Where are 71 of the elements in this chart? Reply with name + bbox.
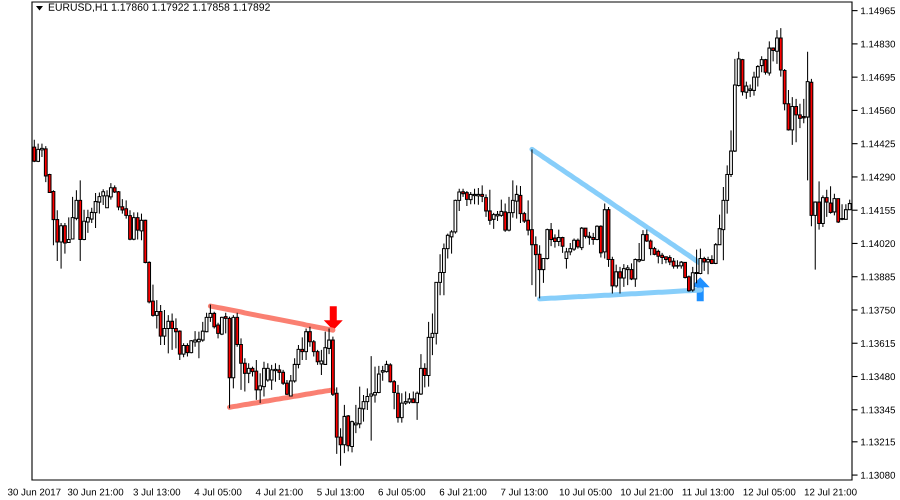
x-tick-label: 7 Jul 13:00: [501, 488, 548, 496]
y-tick-label: 1.13215: [861, 438, 896, 446]
candlestick: [270, 364, 274, 390]
candlestick: [186, 342, 190, 358]
candlestick: [254, 359, 258, 400]
x-tick-label: 4 Jul 05:00: [194, 488, 242, 496]
x-tick-label: 30 Jun 2017: [8, 488, 61, 496]
x-tick-label: 30 Jun 21:00: [68, 488, 124, 496]
candlestick: [472, 188, 476, 205]
candlestick: [358, 386, 362, 429]
candlestick: [836, 198, 840, 224]
candlestick: [572, 238, 576, 252]
x-tick-label: 12 Jul 05:00: [744, 488, 796, 496]
candlestick: [304, 328, 308, 361]
candlestick: [396, 384, 400, 424]
candlestick: [664, 256, 668, 264]
candlestick: [468, 191, 473, 205]
y-tick-label: 1.13480: [861, 373, 896, 380]
x-tick-label: 12 Jul 21:00: [804, 488, 857, 496]
y-tick-label: 1.14830: [861, 40, 896, 48]
chart-title: EURUSD,H1 1.17860 1.17922 1.17858 1.17892: [48, 3, 270, 12]
x-tick-label: 6 Jul 21:00: [440, 488, 486, 496]
candlestick: [228, 316, 232, 409]
y-tick-label: 1.13750: [861, 306, 896, 314]
y-tick-label: 1.14020: [861, 240, 896, 248]
y-tick-label: 1.14965: [861, 7, 896, 14]
candlestick: [514, 184, 519, 220]
candlestick: [656, 249, 660, 264]
x-tick-label: 5 Jul 13:00: [317, 488, 364, 496]
candlestick: [170, 312, 174, 350]
candlestick: [618, 266, 622, 294]
candlestick: [408, 392, 412, 404]
candlestick: [488, 189, 492, 226]
y-tick-label: 1.13080: [861, 472, 896, 479]
candlestick: [518, 186, 522, 224]
candlestick: [668, 254, 672, 266]
candlestick: [844, 204, 848, 220]
candlestick: [767, 40, 772, 76]
candlestick: [220, 316, 224, 336]
candlestick: [36, 143, 40, 163]
candlestick: [828, 186, 832, 214]
y-tick-label: 1.14425: [861, 140, 896, 148]
x-tick-label: 3 Jul 13:00: [133, 488, 180, 496]
candlestick: [476, 188, 480, 206]
candlestick: [587, 231, 592, 246]
x-tick-label: 10 Jul 21:00: [621, 488, 673, 496]
candlestick: [626, 264, 630, 286]
candlestick: [672, 257, 676, 270]
candlestick: [78, 180, 82, 262]
y-tick-label: 1.14290: [861, 174, 896, 181]
candlestick: [641, 230, 645, 262]
y-tick-label: 1.14560: [861, 107, 896, 114]
candlestick: [132, 212, 136, 241]
x-tick-label: 4 Jul 21:00: [256, 488, 303, 496]
y-tick-label: 1.14155: [861, 207, 896, 214]
candlestick: [660, 252, 664, 265]
y-tick-label: 1.13345: [861, 406, 896, 414]
candlestick: [794, 98, 798, 143]
candlestick: [580, 226, 584, 251]
x-tick-label: 11 Jul 13:00: [682, 488, 734, 496]
x-tick-label: 6 Jul 05:00: [378, 488, 426, 496]
x-tick-label: 10 Jul 05:00: [560, 488, 612, 496]
y-tick-label: 1.13615: [861, 340, 896, 347]
candlestick: [136, 212, 140, 240]
candlestick: [464, 190, 469, 207]
y-tick-label: 1.13885: [861, 273, 896, 280]
candlestick: [706, 256, 710, 275]
candlestick: [94, 192, 98, 228]
candlestick: [676, 260, 680, 270]
candlestick: [369, 356, 374, 442]
y-tick-label: 1.14695: [861, 74, 896, 81]
